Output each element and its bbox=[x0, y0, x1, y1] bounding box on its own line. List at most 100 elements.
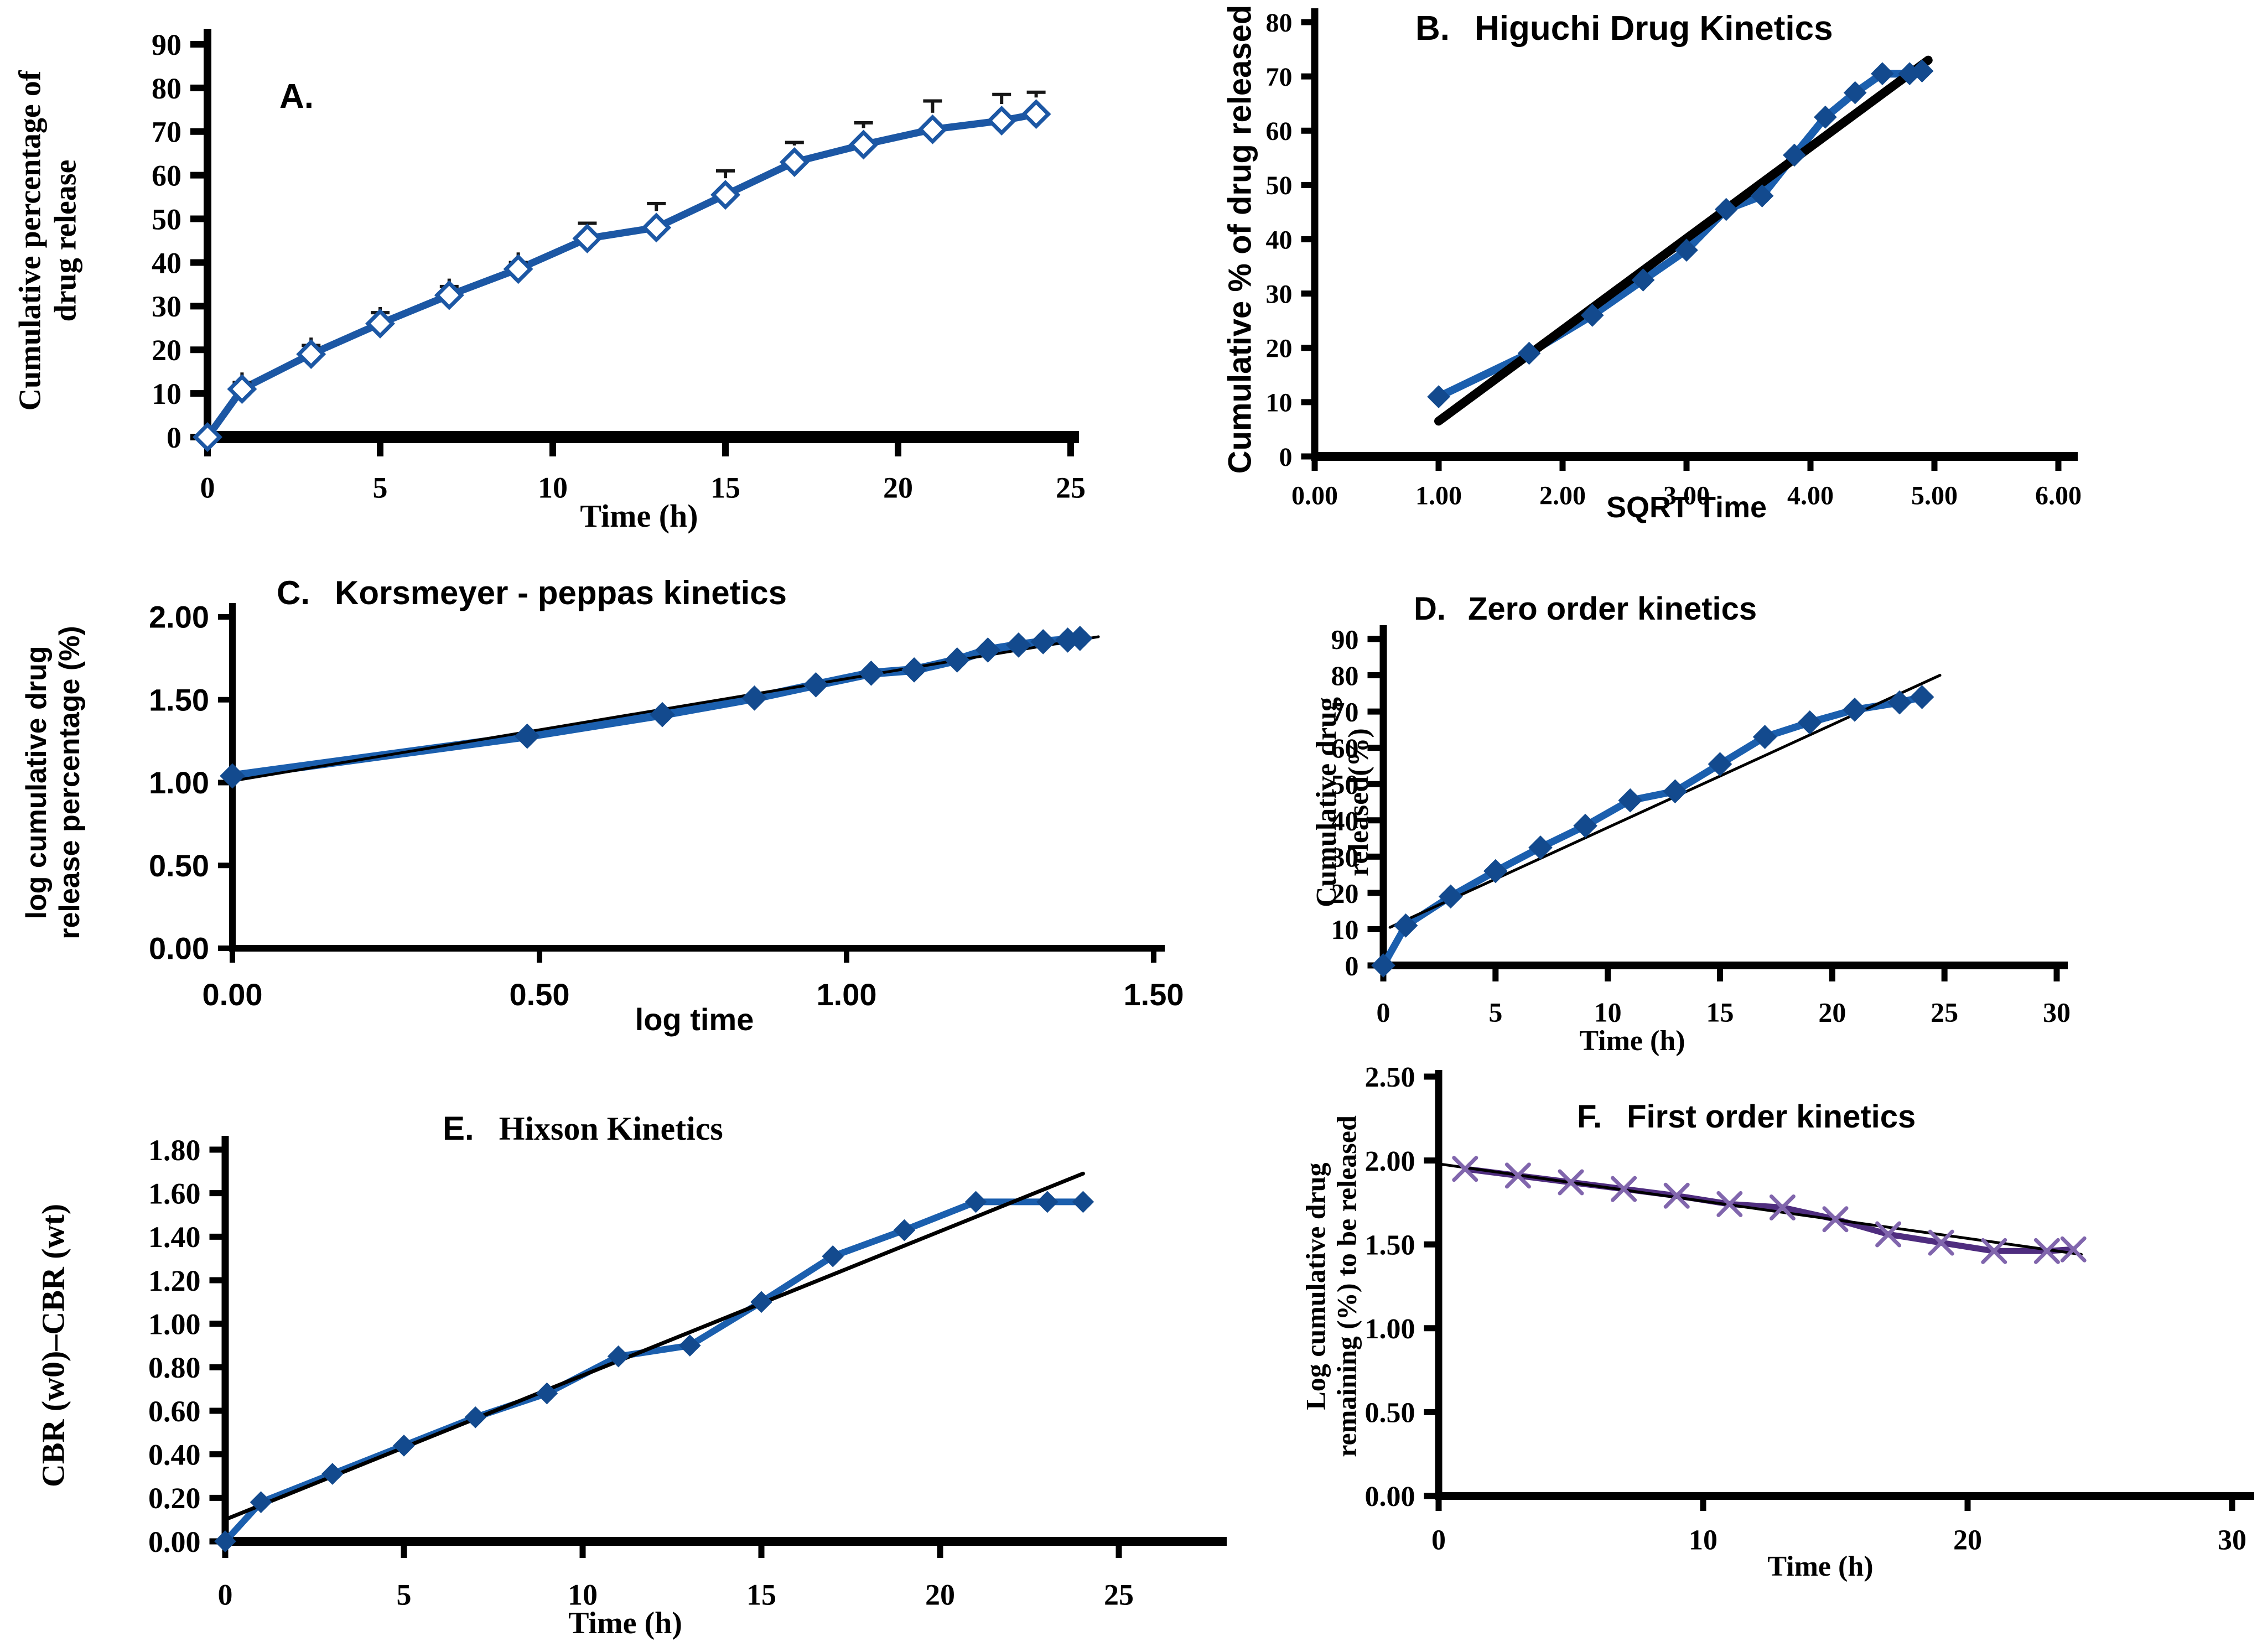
x-tick-label: 25 bbox=[1104, 1578, 1134, 1612]
y-tick-label: 10 bbox=[1266, 388, 1293, 418]
y-tick-label: 1.40 bbox=[148, 1220, 201, 1254]
diamond-marker bbox=[1675, 238, 1698, 262]
diamond-marker bbox=[975, 637, 1001, 663]
chart-c-svg: 0.00 0.50 1.00 1.50 0.00 0.50 1.00 1.50 2.00 C. Ko… bbox=[20, 574, 1184, 1037]
panel-c-korsmeyer-peppas-chart: 0.00 0.50 1.00 1.50 0.00 0.50 1.00 1.50 2.00 C. Ko… bbox=[0, 542, 1273, 1095]
open-diamond-marker bbox=[434, 280, 464, 310]
x-tick-label: 30 bbox=[2043, 997, 2071, 1028]
x-tick-label: 3.00 bbox=[1663, 481, 1710, 510]
diamond-marker bbox=[1030, 629, 1056, 654]
x-marker bbox=[1822, 1206, 1849, 1233]
x-tick-label: 0 bbox=[200, 471, 215, 505]
diamond-marker bbox=[1783, 143, 1806, 167]
diamond-marker bbox=[220, 763, 245, 789]
x-marker bbox=[1716, 1191, 1743, 1217]
panel-b-higuchi-chart: 0.00 1.00 2.00 3.00 4.00 5.00 6.00 0 10 20 30 40 50 6… bbox=[1129, 0, 2257, 542]
diamond-marker bbox=[964, 1191, 987, 1213]
x-tick-label: 1.00 bbox=[1415, 481, 1462, 510]
open-diamond-marker bbox=[848, 129, 879, 160]
open-diamond-marker bbox=[572, 224, 603, 254]
x-marker bbox=[1928, 1229, 1954, 1256]
y-tick-label: 1.00 bbox=[148, 1308, 201, 1341]
y-tick-label: 10 bbox=[1331, 914, 1359, 945]
diamond-marker bbox=[514, 723, 540, 749]
y-tick-label: 90 bbox=[1331, 624, 1359, 655]
diamond-marker bbox=[1887, 690, 1912, 715]
diamond-marker bbox=[678, 1334, 701, 1357]
y-axis-label: CBR (w0)–CBR (wt) bbox=[35, 1204, 71, 1487]
x-tick-label: 10 bbox=[568, 1578, 598, 1612]
x-axis-label: Time (h) bbox=[580, 498, 698, 534]
x-marker bbox=[1663, 1182, 1690, 1209]
diamond-marker bbox=[1843, 81, 1867, 105]
x-tick-label: 0.50 bbox=[510, 977, 570, 1012]
x-tick-label: 20 bbox=[925, 1578, 955, 1612]
open-diamond-marker bbox=[503, 254, 533, 284]
diamond-marker bbox=[536, 1382, 558, 1405]
y-axis-label: log cumulative drugrelease percentage (%… bbox=[20, 626, 86, 939]
diamond-marker bbox=[321, 1463, 344, 1485]
chart-f-svg: 0 10 20 30 0.00 0.50 1.00 1.50 2.00 2.50 F. First o… bbox=[1300, 1062, 2254, 1582]
y-tick-label: 1.00 bbox=[149, 765, 209, 800]
panel-title: B. Higuchi Drug Kinetics bbox=[1415, 9, 1833, 48]
y-tick-label: 80 bbox=[1331, 660, 1359, 691]
open-diamond-marker bbox=[296, 339, 326, 370]
panel-title: E. Hixson Kinetics bbox=[443, 1110, 723, 1147]
x-tick-label: 5.00 bbox=[1911, 481, 1958, 510]
x-marker bbox=[1452, 1156, 1478, 1182]
open-diamond-marker bbox=[987, 106, 1017, 136]
open-diamond-marker bbox=[193, 422, 222, 452]
diamond-marker bbox=[944, 647, 970, 673]
x-marker bbox=[1611, 1176, 1637, 1202]
x-marker bbox=[2033, 1238, 2060, 1264]
diamond-marker bbox=[1910, 685, 1934, 709]
diamond-marker bbox=[1871, 62, 1894, 86]
y-tick-label: 60 bbox=[152, 159, 181, 193]
chart-a-svg: 0 5 10 15 20 25 0 10 20 30 40 50 60 70 80 90 A. Cumulativ… bbox=[13, 28, 1086, 534]
x-marker bbox=[1981, 1238, 2007, 1264]
x-tick-label: 4.00 bbox=[1787, 481, 1834, 510]
trendline bbox=[223, 1171, 1085, 1522]
x-tick-label: 6.00 bbox=[2035, 481, 2082, 510]
series-line bbox=[204, 110, 1040, 441]
panel-title: F. First order kinetics bbox=[1577, 1099, 1916, 1135]
y-tick-label: 70 bbox=[1266, 63, 1293, 92]
chart-e-svg: 0 5 10 15 20 25 0.00 0.20 0.40 0.60 0.80 1.00 1.20 1.… bbox=[35, 1110, 1227, 1640]
y-tick-label: 0.50 bbox=[1365, 1398, 1415, 1429]
diamond-marker bbox=[893, 1219, 916, 1241]
diamond-marker bbox=[607, 1345, 630, 1368]
open-diamond-marker bbox=[710, 180, 740, 210]
x-tick-label: 0.00 bbox=[1291, 481, 1338, 510]
x-tick-label: 0.00 bbox=[203, 977, 263, 1012]
diamond-marker bbox=[1631, 268, 1655, 292]
y-tick-label: 0.20 bbox=[148, 1482, 201, 1515]
x-tick-label: 20 bbox=[883, 471, 913, 505]
diamond-marker bbox=[1371, 953, 1395, 978]
y-tick-label: 50 bbox=[1331, 769, 1359, 800]
open-diamond-marker bbox=[227, 374, 257, 404]
diamond-marker bbox=[1618, 788, 1643, 813]
x-axis-label: Time (h) bbox=[1579, 1025, 1685, 1057]
diamond-marker bbox=[1072, 1191, 1094, 1213]
diamond-marker bbox=[858, 661, 884, 686]
y-tick-label: 0.00 bbox=[1365, 1481, 1415, 1513]
x-marker bbox=[1558, 1169, 1584, 1196]
y-tick-label: 70 bbox=[1331, 697, 1359, 728]
y-tick-label: 2.00 bbox=[1365, 1146, 1415, 1177]
diamond-marker bbox=[1814, 105, 1837, 129]
series-line bbox=[1379, 693, 1926, 969]
x-axis-label: Time (h) bbox=[568, 1606, 682, 1640]
y-tick-label: 1.20 bbox=[148, 1264, 201, 1297]
y-tick-label: 20 bbox=[1266, 334, 1293, 363]
panel-e-hixson-chart: 0 5 10 15 20 25 0.00 0.20 0.40 0.60 0.80 1.00 1.20 1.… bbox=[0, 1101, 1273, 1652]
trendline bbox=[1388, 674, 1942, 929]
diamond-marker bbox=[214, 1530, 236, 1552]
diamond-marker bbox=[1714, 198, 1738, 221]
open-diamond-marker bbox=[779, 147, 810, 177]
y-axis-label: Cumulative percentage ofdrug release bbox=[13, 70, 83, 411]
open-diamond-marker bbox=[365, 308, 395, 339]
diamond-marker bbox=[393, 1435, 415, 1457]
y-tick-label: 2.00 bbox=[149, 600, 209, 635]
x-marker bbox=[1504, 1162, 1531, 1189]
